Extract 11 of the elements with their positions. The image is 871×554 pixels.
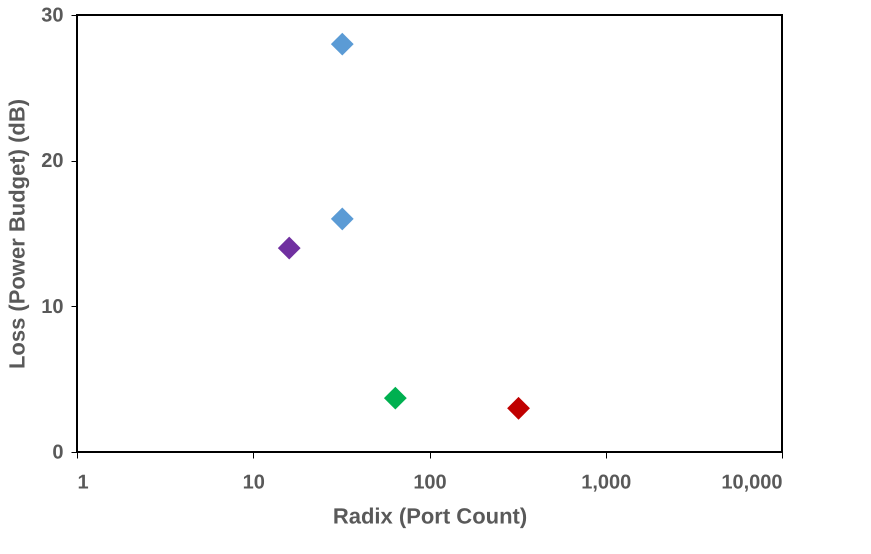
y-axis-title: Loss (Power Budget) (dB) (4, 98, 30, 370)
x-tick-label: 1,000 (581, 472, 632, 494)
x-axis-title: Radix (Port Count) (332, 504, 528, 528)
x-tick-label: 100 (413, 472, 447, 494)
x-tick-label: 10,000 (721, 472, 782, 494)
y-tick-label: 20 (41, 150, 64, 172)
y-tick-label: 10 (41, 296, 64, 318)
x-tick-label: 1 (78, 472, 89, 494)
y-tick-label: 0 (52, 442, 64, 464)
x-tick-label: 10 (242, 472, 265, 494)
y-tick-label: 30 (41, 4, 64, 26)
